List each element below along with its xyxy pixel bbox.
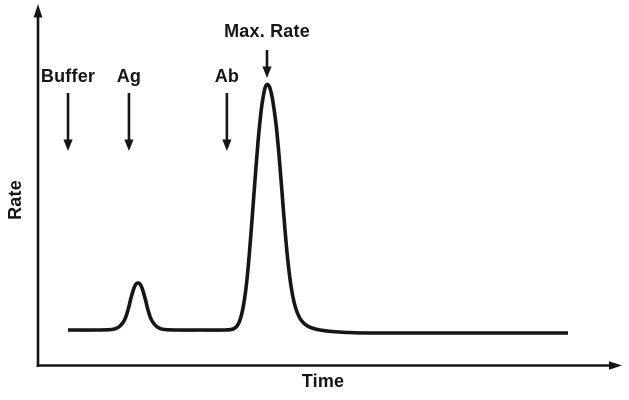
annotation-ab: Ab [214,66,240,86]
y-axis-arrowhead [33,4,43,18]
annotation-max-rate: Max. Rate [224,21,310,41]
annotation-arrowhead-2 [222,139,232,151]
annotation-arrowhead-0 [63,139,73,151]
annotation-arrowhead-3 [262,66,272,78]
rate-curve-path [67,82,568,335]
x-axis-label: Time [301,371,345,391]
x-axis-arrowhead [609,361,622,370]
annotation-arrowhead-1 [124,139,134,151]
annotation-buffer: Buffer [40,66,96,86]
annotation-ag: Ag [116,66,142,86]
y-axis-label: Rate [5,180,25,220]
